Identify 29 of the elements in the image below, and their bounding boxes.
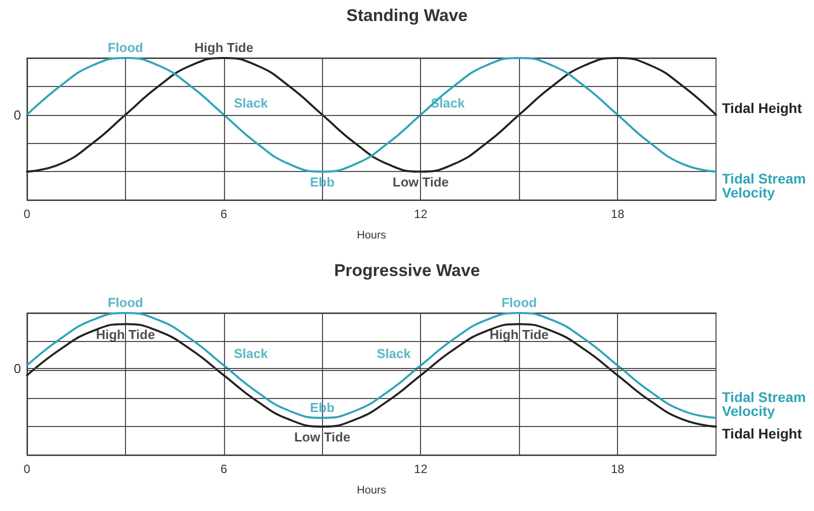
x-tick-label: 18: [610, 207, 625, 221]
chart-title: Standing Wave: [346, 6, 468, 25]
annotation: Low Tide: [392, 174, 449, 190]
series-label: Tidal Stream Velocity: [722, 388, 810, 419]
annotation: Low Tide: [294, 430, 350, 445]
annotation: Flood: [108, 40, 144, 55]
x-tick-label: 6: [220, 462, 228, 476]
x-tick-label: 6: [220, 207, 228, 221]
annotation: High Tide: [490, 327, 549, 342]
annotation: Flood: [108, 295, 144, 310]
annotation: Flood: [501, 295, 537, 310]
x-tick-label: 12: [414, 207, 428, 221]
annotation: Slack: [234, 346, 269, 361]
x-tick-label: 0: [24, 207, 31, 221]
annotation: High Tide: [194, 40, 254, 55]
series-label: Tidal Stream Velocity: [722, 170, 810, 201]
x-axis-title: Hours: [356, 484, 387, 496]
ref-line-label: 0: [14, 360, 21, 376]
x-tick-label: 0: [24, 462, 31, 476]
x-axis-title: Hours: [356, 230, 387, 242]
chart-title: Progressive Wave: [334, 261, 480, 280]
series-label: Tidal Height: [722, 426, 802, 442]
annotation: Slack: [234, 95, 269, 110]
x-tick-label: 18: [610, 462, 625, 476]
series-label: Tidal Height: [722, 100, 802, 116]
x-tick-label: 12: [414, 462, 428, 476]
ref-line-label: 0: [14, 107, 21, 122]
annotation: Slack: [376, 346, 412, 361]
annotation: High Tide: [96, 327, 155, 342]
